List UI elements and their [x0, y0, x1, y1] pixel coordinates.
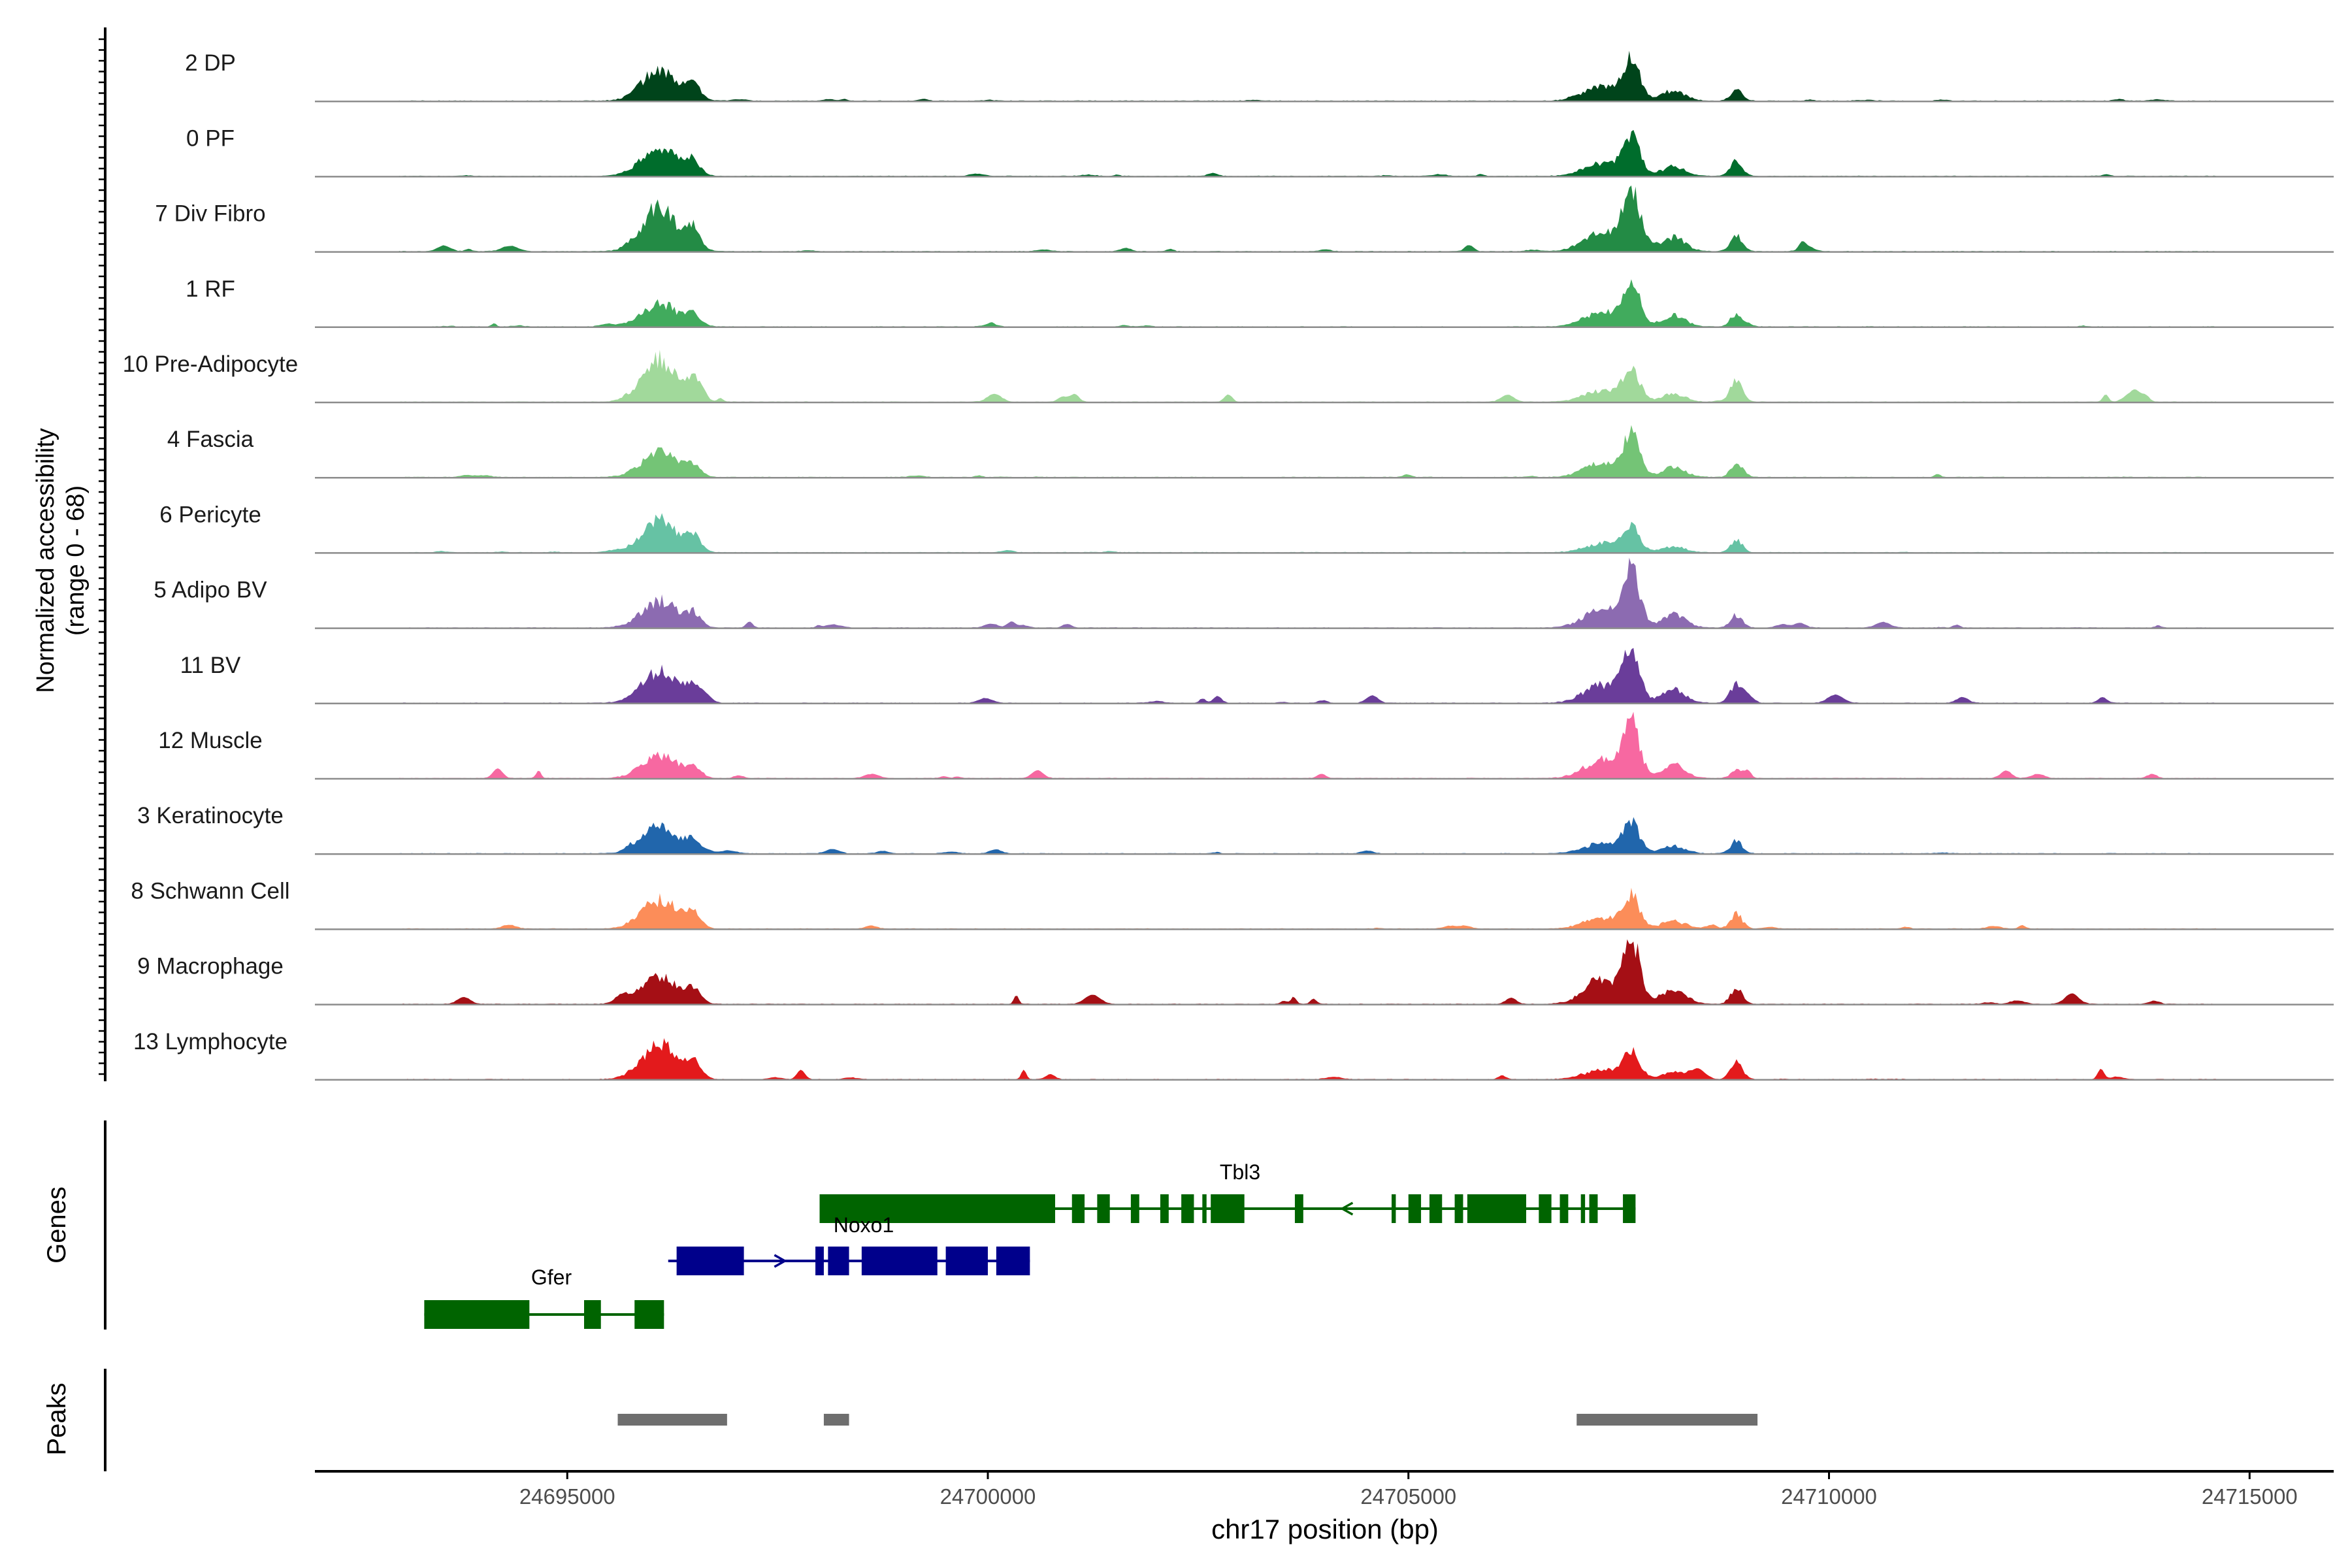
gene-gfer: Gfer	[424, 1266, 664, 1329]
gene-exon	[1130, 1194, 1139, 1223]
track-6-pericyte: 6 Pericyte	[159, 502, 2334, 554]
track-7-div-fibro: 7 Div Fibro	[155, 185, 2334, 253]
coverage-area	[399, 279, 2216, 327]
gene-exon	[1429, 1194, 1443, 1223]
x-axis: 24695000 24700000 24705000 24710000 24715000	[315, 1470, 2334, 1509]
track-label: 1 RF	[186, 276, 235, 302]
coverage-area	[399, 557, 2216, 629]
genes-label: Genes	[42, 1186, 71, 1264]
track-label: 7 Div Fibro	[155, 201, 265, 227]
track-12-muscle: 12 Muscle	[158, 711, 2334, 780]
gene-exon	[945, 1247, 988, 1275]
strand-arrow	[774, 1254, 787, 1268]
track-label: 3 Keratinocyte	[137, 803, 284, 828]
y-axis-label-line1: Normalized accessibility	[32, 428, 59, 693]
track-label: 6 Pericyte	[159, 502, 261, 527]
gene-exon	[1181, 1194, 1194, 1223]
strand-arrow	[1339, 1201, 1354, 1216]
gene-noxo1: Noxo1	[668, 1213, 1030, 1275]
track-label: 12 Muscle	[158, 728, 263, 753]
track-label: 5 Adipo BV	[154, 578, 267, 603]
gene-name-label: Gfer	[531, 1266, 572, 1289]
coverage-area	[399, 425, 2216, 478]
peak-region	[617, 1414, 727, 1426]
track-label: 11 BV	[180, 653, 241, 678]
y-axis-label-line2: (range 0 - 68)	[62, 485, 90, 636]
gene-exon	[1071, 1194, 1085, 1223]
gene-exon	[1454, 1194, 1463, 1223]
y-axis	[99, 27, 106, 1081]
gene-exon	[815, 1247, 824, 1275]
gene-exon	[1294, 1194, 1303, 1223]
track-label: 8 Schwann Cell	[131, 878, 289, 904]
x-tick-label: 24715000	[2202, 1484, 2298, 1509]
track-label: 4 Fascia	[167, 427, 254, 452]
track-label: 2 DP	[185, 50, 236, 76]
gene-name-label: Tbl3	[1220, 1160, 1260, 1184]
gene-exon	[1623, 1194, 1636, 1223]
gene-exon	[1589, 1194, 1598, 1223]
gene-exon	[996, 1247, 1030, 1275]
gene-name-label: Noxo1	[834, 1213, 894, 1237]
x-tick-label: 24695000	[519, 1484, 615, 1509]
gene-exon	[1467, 1194, 1526, 1223]
coverage-area	[399, 185, 2216, 252]
coverage-tracks: 2 DP 0 PF 7 Div Fibro 1 RF 10 Pre-Adipocyte 4…	[123, 50, 2334, 1081]
gene-exon	[1097, 1194, 1110, 1223]
track-5-adipo-bv: 5 Adipo BV	[154, 557, 2334, 629]
gene-tbl3: Tbl3	[819, 1160, 1636, 1223]
gene-exon	[828, 1247, 849, 1275]
x-tick-label: 24700000	[940, 1484, 1036, 1509]
gene-exon	[819, 1194, 1055, 1223]
track-10-pre-adipocyte: 10 Pre-Adipocyte	[123, 350, 2334, 404]
coverage-area	[399, 513, 2216, 553]
gene-exon	[634, 1300, 664, 1329]
peaks-label: Peaks	[42, 1382, 71, 1455]
track-8-schwann-cell: 8 Schwann Cell	[131, 878, 2334, 930]
track-0-pf: 0 PF	[186, 125, 2334, 178]
track-3-keratinocyte: 3 Keratinocyte	[137, 803, 2334, 855]
track-9-macrophage: 9 Macrophage	[137, 939, 2334, 1005]
gene-exon	[861, 1247, 938, 1275]
coverage-area	[399, 647, 2216, 704]
gene-exon	[424, 1300, 530, 1329]
track-label: 10 Pre-Adipocyte	[123, 351, 298, 377]
gene-exon	[1580, 1194, 1586, 1223]
track-1-rf: 1 RF	[186, 276, 2334, 329]
gene-exon	[1160, 1194, 1169, 1223]
coverage-area	[399, 817, 2216, 855]
coverage-area	[399, 939, 2216, 1005]
track-label: 9 Macrophage	[137, 954, 284, 979]
track-11-bv: 11 BV	[180, 647, 2334, 705]
gene-exon	[1408, 1194, 1422, 1223]
coverage-area	[399, 350, 2216, 402]
gene-exon	[1539, 1194, 1552, 1223]
gene-exon	[1392, 1194, 1396, 1223]
x-tick-label: 24705000	[1360, 1484, 1456, 1509]
track-label: 0 PF	[186, 125, 235, 151]
gene-annotation-track: Tbl3 Noxo1 Gfer	[424, 1160, 1636, 1329]
coverage-area	[399, 50, 2216, 102]
gene-exon	[1560, 1194, 1569, 1223]
peak-region	[1576, 1414, 1758, 1426]
track-4-fascia: 4 Fascia	[167, 425, 2334, 479]
gene-exon	[676, 1247, 744, 1275]
coverage-area	[399, 711, 2216, 779]
x-tick-label: 24710000	[1781, 1484, 1877, 1509]
gene-exon	[1202, 1194, 1207, 1223]
coverage-area	[399, 129, 2216, 177]
track-label: 13 Lymphocyte	[133, 1029, 287, 1054]
peaks-track	[617, 1414, 1758, 1426]
peak-region	[823, 1414, 849, 1426]
track-2-dp: 2 DP	[185, 50, 2334, 103]
coverage-area	[399, 887, 2216, 930]
x-axis-label: chr17 position (bp)	[1211, 1514, 1439, 1544]
gene-exon	[584, 1300, 601, 1329]
track-13-lymphocyte: 13 Lymphocyte	[133, 1029, 2334, 1081]
coverage-area	[399, 1038, 2216, 1080]
gene-exon	[1211, 1194, 1245, 1223]
